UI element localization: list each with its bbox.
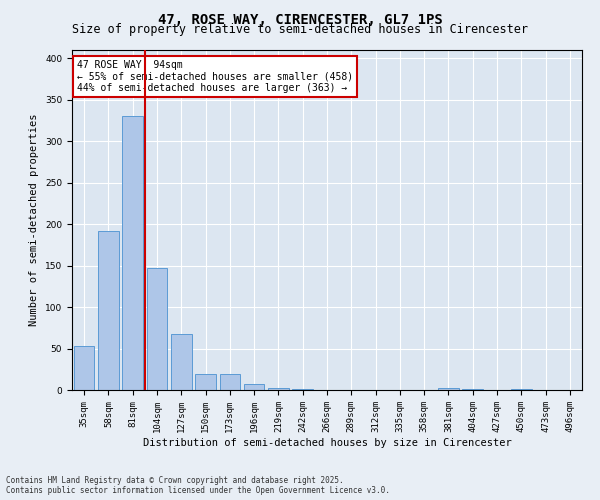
Text: Size of property relative to semi-detached houses in Cirencester: Size of property relative to semi-detach… [72, 22, 528, 36]
Bar [244, 384, 265, 390]
X-axis label: Distribution of semi-detached houses by size in Cirencester: Distribution of semi-detached houses by … [143, 438, 511, 448]
Bar [195, 374, 216, 390]
Bar [74, 346, 94, 390]
Bar [122, 116, 143, 390]
Bar [171, 334, 191, 390]
Bar [268, 388, 289, 390]
Text: Contains HM Land Registry data © Crown copyright and database right 2025.
Contai: Contains HM Land Registry data © Crown c… [6, 476, 390, 495]
Bar [220, 374, 240, 390]
Bar [146, 268, 167, 390]
Bar [511, 389, 532, 390]
Y-axis label: Number of semi-detached properties: Number of semi-detached properties [29, 114, 40, 326]
Text: 47, ROSE WAY, CIRENCESTER, GL7 1PS: 47, ROSE WAY, CIRENCESTER, GL7 1PS [158, 12, 442, 26]
Bar [438, 388, 459, 390]
Text: 47 ROSE WAY: 94sqm
← 55% of semi-detached houses are smaller (458)
44% of semi-d: 47 ROSE WAY: 94sqm ← 55% of semi-detache… [77, 60, 353, 94]
Bar [292, 389, 313, 390]
Bar [463, 389, 483, 390]
Bar [98, 231, 119, 390]
